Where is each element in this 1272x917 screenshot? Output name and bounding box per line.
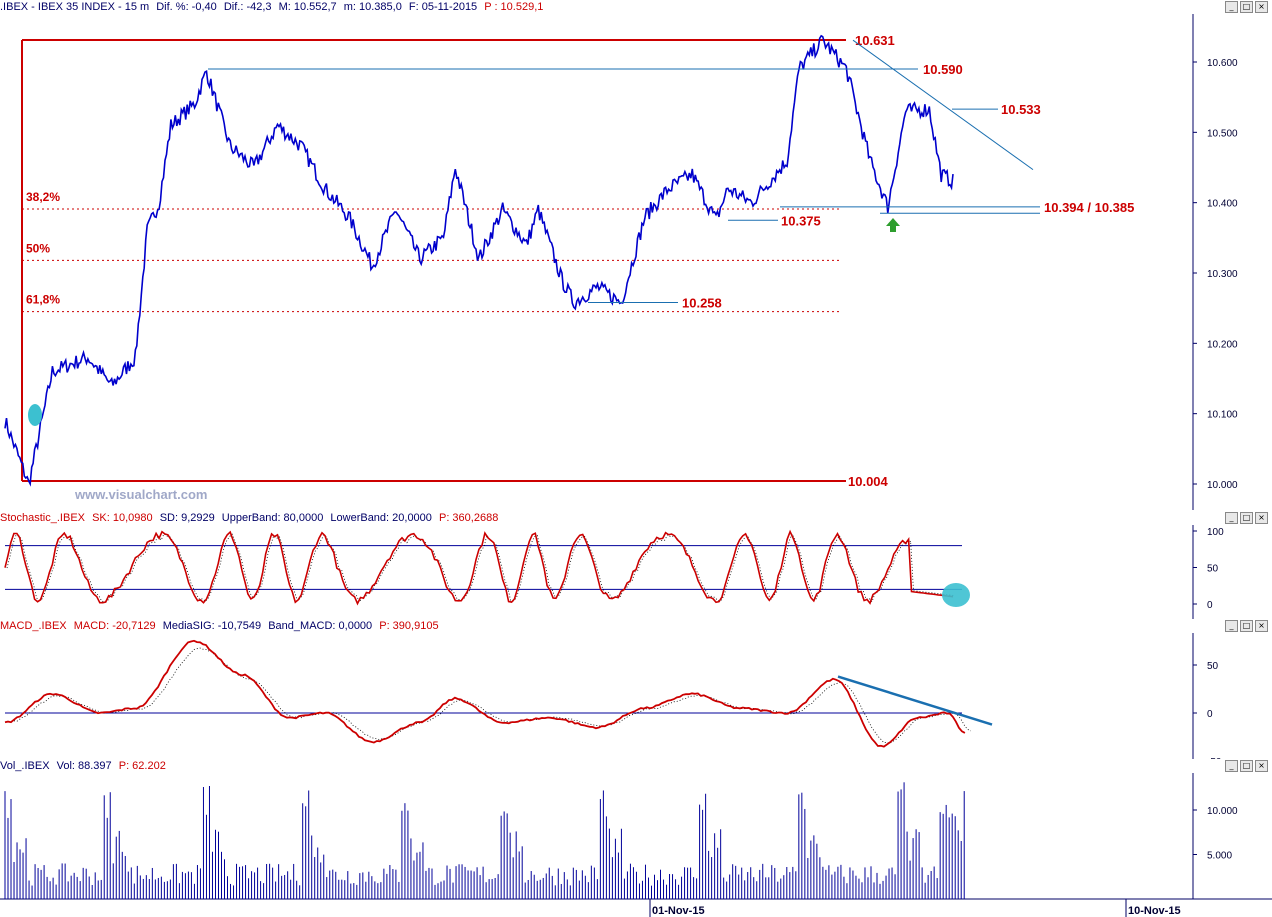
close-button[interactable]: × — [1255, 1, 1268, 13]
price-header: .IBEX - IBEX 35 INDEX - 15 m Dif. %: -0,… — [0, 0, 1272, 14]
macd-band: Band_MACD: 0,0000 — [268, 620, 373, 632]
volume-chart: 10.000 5.000 01-Nov-15 10-Nov-15 — [0, 773, 1272, 917]
vol-name: Vol_.IBEX — [0, 760, 50, 772]
vol-p: P: 62.202 — [118, 760, 166, 772]
stochastic-chart: 100 50 0 — [4, 525, 1224, 619]
macd-chart: 50 0 -50 — [4, 633, 1222, 759]
stoch-highlight — [942, 583, 970, 607]
macd-signal-line — [10, 647, 972, 744]
price-y-tick-label: 10.400 — [1207, 199, 1238, 210]
macd-p: P: 390,9105 — [379, 620, 439, 632]
price-line — [4, 34, 954, 487]
minimize-button[interactable]: _ — [1225, 1, 1238, 13]
stoch-sk-line — [4, 529, 954, 606]
macd-name: MACD_.IBEX — [0, 620, 67, 632]
macd-y-tick-label: -50 — [1207, 757, 1222, 759]
vol-value: Vol: 88.397 — [56, 760, 112, 772]
fib-label: 38,2% — [26, 190, 60, 204]
up-arrow-icon — [886, 218, 900, 232]
stoch-sd-line — [6, 532, 956, 604]
maximize-button[interactable]: □ — [1240, 512, 1253, 524]
x-tick-label: 10-Nov-15 — [1128, 905, 1181, 917]
maximize-button[interactable]: □ — [1240, 1, 1253, 13]
fib-label: 61,8% — [26, 293, 60, 307]
stoch-sk: SK: 10,0980 — [92, 512, 153, 524]
macd-pane: MACD_.IBEX MACD: -20,7129 MediaSIG: -10,… — [0, 619, 1272, 759]
price-ticker: .IBEX - IBEX 35 INDEX - 15 m — [0, 1, 150, 13]
macd-header: MACD_.IBEX MACD: -20,7129 MediaSIG: -10,… — [0, 619, 1272, 633]
x-tick-label: 01-Nov-15 — [652, 905, 705, 917]
stoch-sd: SD: 9,2929 — [159, 512, 215, 524]
macd-window-buttons: _ □ × — [1225, 620, 1268, 632]
price-date: F: 05-11-2015 — [408, 1, 478, 13]
macd-y-tick-label: 0 — [1207, 709, 1213, 720]
price-chart: www.visualchart.com 10.600 10.500 10.400 10… — [4, 14, 1238, 510]
vol-y-tick-label: 10.000 — [1207, 806, 1238, 817]
volume-header: Vol_.IBEX Vol: 88.397 P: 62.202 — [0, 759, 1272, 773]
close-button[interactable]: × — [1255, 760, 1268, 772]
macd-sig: MediaSIG: -10,7549 — [162, 620, 262, 632]
price-window-buttons: _ □ × — [1225, 1, 1268, 13]
minimize-button[interactable]: _ — [1225, 620, 1238, 632]
level-10258-label: 10.258 — [682, 296, 722, 311]
level-10533-label: 10.533 — [1001, 102, 1041, 117]
macd-value: MACD: -20,7129 — [73, 620, 156, 632]
price-y-tick-label: 10.100 — [1207, 410, 1238, 421]
level-10375-label: 10.375 — [781, 213, 821, 228]
stoch-y-tick-label: 100 — [1207, 527, 1224, 538]
vol-window-buttons: _ □ × — [1225, 760, 1268, 772]
price-max: M: 10.552,7 — [278, 1, 337, 13]
price-y-tick-label: 10.500 — [1207, 128, 1238, 139]
vol-y-tick-label: 5.000 — [1207, 851, 1232, 862]
stochastic-header: Stochastic_.IBEX SK: 10,0980 SD: 9,2929 … — [0, 511, 1272, 525]
price-min: m: 10.385,0 — [343, 1, 402, 13]
maximize-button[interactable]: □ — [1240, 760, 1253, 772]
minimize-button[interactable]: _ — [1225, 760, 1238, 772]
price-trendline — [852, 39, 1034, 171]
close-button[interactable]: × — [1255, 620, 1268, 632]
price-pane: .IBEX - IBEX 35 INDEX - 15 m Dif. %: -0,… — [0, 0, 1272, 510]
price-y-tick-label: 10.300 — [1207, 269, 1238, 280]
macd-y-tick-label: 50 — [1207, 661, 1219, 672]
start-highlight — [28, 404, 42, 426]
level-10394-label: 10.394 / 10.385 — [1044, 200, 1134, 215]
stochastic-pane: Stochastic_.IBEX SK: 10,0980 SD: 9,2929 … — [0, 511, 1272, 619]
macd-trendline — [837, 675, 993, 726]
stoch-y-tick-label: 0 — [1207, 600, 1213, 611]
level-10590-label: 10.590 — [923, 62, 963, 77]
close-button[interactable]: × — [1255, 512, 1268, 524]
stoch-p: P: 360,2688 — [438, 512, 499, 524]
level-10631-label: 10.631 — [855, 33, 895, 48]
price-diff-pct: Dif. %: -0,40 — [156, 1, 217, 13]
price-diff: Dif.: -42,3 — [223, 1, 272, 13]
price-last: P : 10.529,1 — [484, 1, 544, 13]
macd-line — [4, 639, 966, 748]
price-y-tick-label: 10.600 — [1207, 58, 1238, 69]
maximize-button[interactable]: □ — [1240, 620, 1253, 632]
stoch-upper: UpperBand: 80,0000 — [221, 512, 324, 524]
price-y-tick-label: 10.200 — [1207, 339, 1238, 350]
stoch-window-buttons: _ □ × — [1225, 512, 1268, 524]
level-10004-label: 10.004 — [848, 474, 889, 489]
stoch-y-tick-label: 50 — [1207, 564, 1219, 575]
stoch-name: Stochastic_.IBEX — [0, 512, 85, 524]
volume-pane: Vol_.IBEX Vol: 88.397 P: 62.202 _ □ × 10… — [0, 759, 1272, 917]
minimize-button[interactable]: _ — [1225, 512, 1238, 524]
price-y-tick-label: 10.000 — [1207, 480, 1238, 491]
stoch-lower: LowerBand: 20,0000 — [330, 512, 432, 524]
fib-label: 50% — [26, 241, 50, 255]
watermark: www.visualchart.com — [74, 487, 207, 502]
